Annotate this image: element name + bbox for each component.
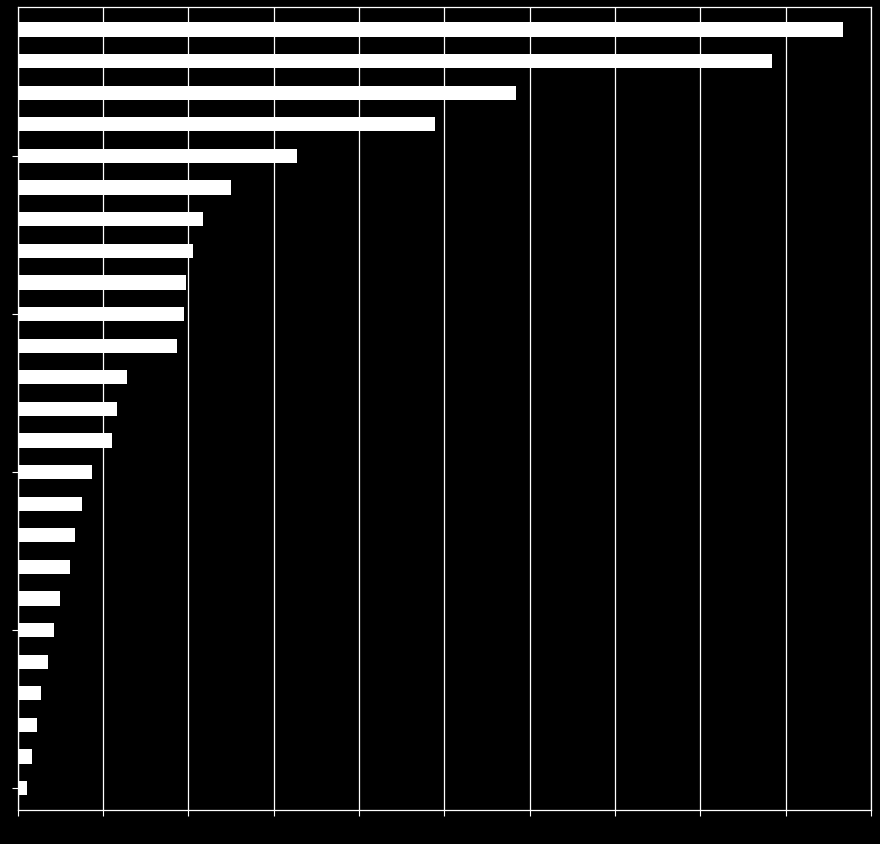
Bar [18, 118, 435, 133]
Bar [18, 623, 54, 637]
Bar [18, 781, 27, 795]
Bar [18, 434, 113, 448]
Bar [18, 24, 843, 38]
Bar [18, 149, 297, 164]
Bar [18, 592, 60, 606]
Bar [18, 55, 772, 69]
Bar [18, 528, 75, 543]
Bar [18, 403, 117, 416]
Bar [18, 718, 37, 732]
Bar [18, 655, 48, 669]
Bar [18, 465, 92, 479]
Bar [18, 213, 202, 227]
Bar [18, 307, 184, 322]
Bar [18, 686, 41, 701]
Bar [18, 371, 127, 385]
Bar [18, 276, 187, 290]
Bar [18, 749, 32, 764]
Bar [18, 339, 177, 354]
Bar [18, 181, 231, 196]
Bar [18, 87, 516, 100]
Bar [18, 560, 70, 574]
Bar [18, 245, 193, 258]
Bar [18, 497, 82, 511]
